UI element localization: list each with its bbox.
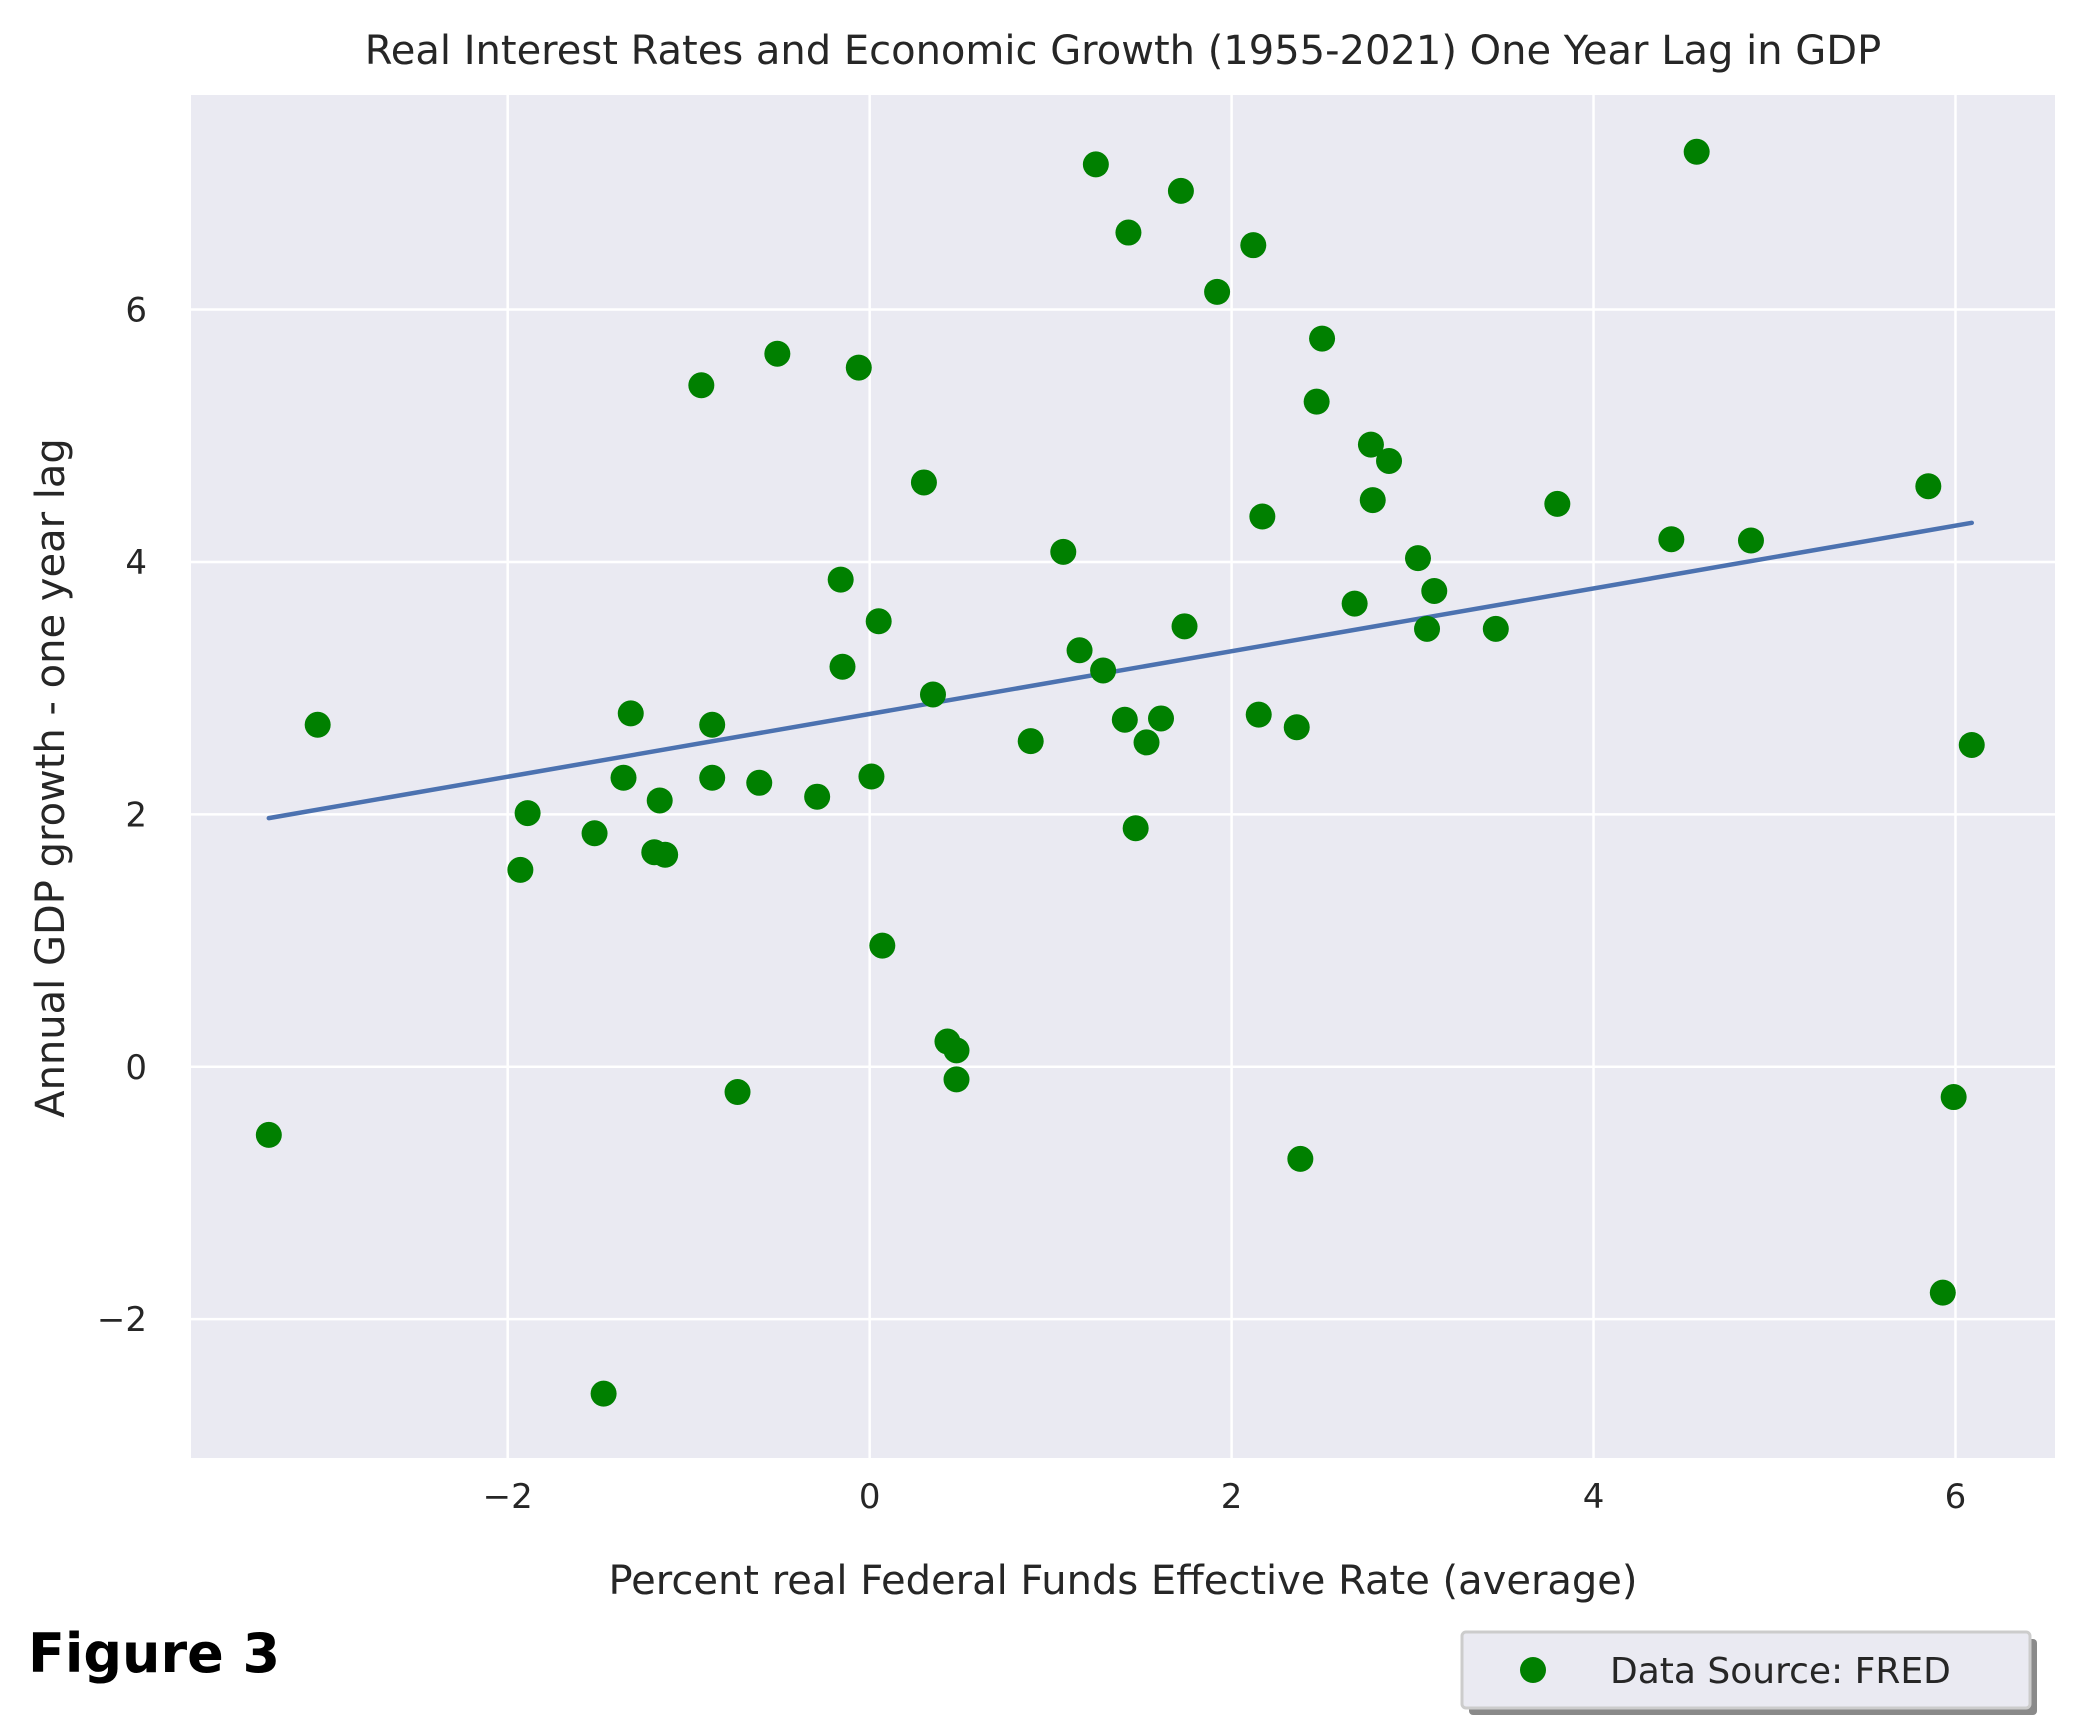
data-point: [646, 787, 673, 814]
x-tick-label: 6: [1945, 1477, 1967, 1517]
plot-area: [191, 95, 2055, 1458]
data-point: [1658, 526, 1685, 553]
x-tick-label: 4: [1583, 1477, 1605, 1517]
data-point: [1915, 473, 1942, 500]
figure-label: Figure 3: [28, 1622, 280, 1685]
data-point: [943, 1037, 970, 1064]
y-tick-label: 6: [125, 291, 147, 331]
data-point: [699, 764, 726, 791]
x-tick-label: 2: [1221, 1477, 1243, 1517]
data-point: [1111, 706, 1138, 733]
data-point: [1940, 1084, 1967, 1111]
data-point: [1167, 177, 1194, 204]
data-point: [1066, 637, 1093, 664]
data-point: [1148, 705, 1175, 732]
data-point: [910, 469, 937, 496]
data-point: [858, 763, 885, 790]
data-point: [1090, 657, 1117, 684]
data-point: [1303, 388, 1330, 415]
data-point: [1082, 151, 1109, 178]
data-point: [1204, 278, 1231, 305]
data-point: [1683, 138, 1710, 165]
data-point: [1249, 503, 1276, 530]
data-point: [1245, 701, 1272, 728]
x-tick-label: 0: [859, 1477, 881, 1517]
data-point: [304, 711, 331, 738]
data-points: [255, 138, 1985, 1407]
legend: Data Source: FRED: [1460, 1630, 2037, 1715]
data-point: [1283, 714, 1310, 741]
y-tick-label: 4: [125, 543, 147, 583]
data-point: [1414, 615, 1441, 642]
data-point: [1122, 815, 1149, 842]
data-point: [1929, 1279, 1956, 1306]
data-point: [1958, 731, 1985, 758]
data-point: [869, 932, 896, 959]
data-point: [652, 841, 679, 868]
data-point: [1115, 219, 1142, 246]
legend-label: Data Source: FRED: [1610, 1651, 1951, 1692]
data-point: [724, 1079, 751, 1106]
chart-title: Real Interest Rates and Economic Growth …: [365, 28, 1881, 74]
data-point: [617, 700, 644, 727]
data-point: [507, 856, 534, 883]
data-point: [1544, 490, 1571, 517]
trend-line-layer: [266, 520, 1975, 821]
y-tick-label: 2: [125, 795, 147, 835]
data-point: [1341, 590, 1368, 617]
trend-line: [266, 520, 1975, 821]
data-point: [688, 372, 715, 399]
x-axis-label: Percent real Federal Funds Effective Rat…: [608, 1558, 1637, 1604]
data-point: [1357, 431, 1384, 458]
data-point: [1017, 728, 1044, 755]
y-axis-label: Annual GDP growth - one year lag: [28, 438, 74, 1118]
data-point: [829, 653, 856, 680]
data-point: [1240, 232, 1267, 259]
legend-box: [1460, 1630, 2032, 1710]
data-point: [764, 340, 791, 367]
y-tick-label: 0: [125, 1048, 147, 1088]
data-point: [610, 764, 637, 791]
data-point: [845, 354, 872, 381]
tick-labels: −2 0 2 4 6 −2 0 2 4 6: [97, 291, 1966, 1517]
data-point: [699, 711, 726, 738]
data-point: [581, 820, 608, 847]
data-point: [1287, 1145, 1314, 1172]
data-point: [1421, 577, 1448, 604]
data-point: [255, 1121, 282, 1148]
data-point: [514, 800, 541, 827]
data-point: [1309, 325, 1336, 352]
data-point: [590, 1380, 617, 1407]
x-tick-label: −2: [483, 1477, 533, 1517]
data-point: [1050, 538, 1077, 565]
data-point: [1133, 729, 1160, 756]
legend-marker: [1520, 1657, 1546, 1683]
data-point: [1171, 613, 1198, 640]
data-point: [1737, 527, 1764, 554]
data-point: [1404, 545, 1431, 572]
data-point: [1359, 487, 1386, 514]
data-point: [865, 608, 892, 635]
data-point: [827, 566, 854, 593]
data-point: [1376, 447, 1403, 474]
y-tick-label: −2: [97, 1300, 147, 1340]
data-point: [919, 681, 946, 708]
data-point: [804, 783, 831, 810]
data-point: [943, 1066, 970, 1093]
data-point: [1482, 615, 1509, 642]
data-point: [746, 769, 773, 796]
